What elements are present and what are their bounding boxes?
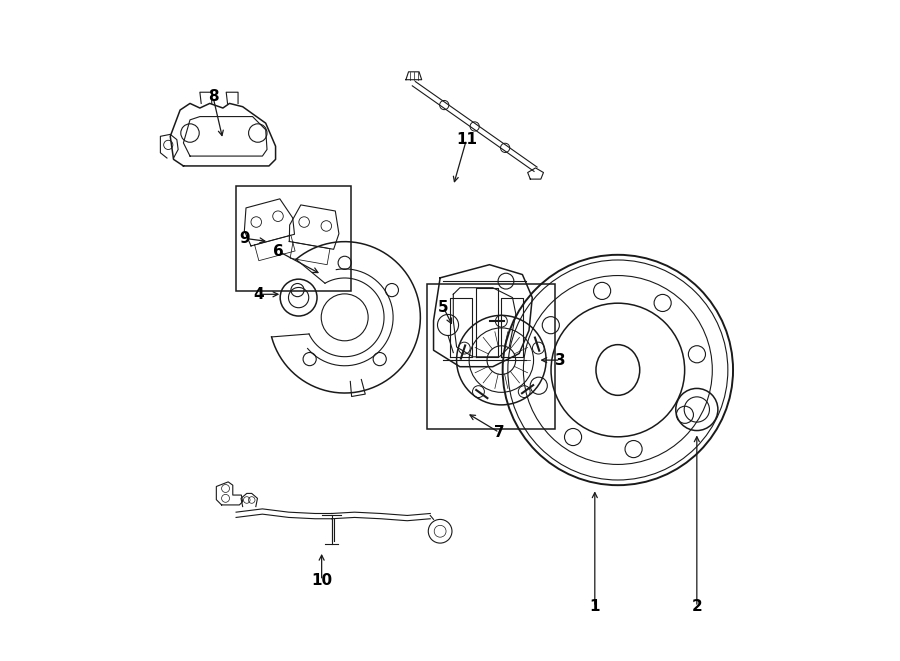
Text: 1: 1 <box>590 600 600 615</box>
Text: 6: 6 <box>274 244 284 259</box>
Text: 10: 10 <box>311 573 332 588</box>
Text: 8: 8 <box>208 89 219 104</box>
Text: 11: 11 <box>456 132 477 147</box>
Bar <box>236 186 351 291</box>
Text: 3: 3 <box>555 352 566 368</box>
Text: 2: 2 <box>691 600 702 615</box>
Bar <box>427 284 555 429</box>
Text: 9: 9 <box>239 231 250 246</box>
Text: 5: 5 <box>438 300 449 315</box>
Text: 4: 4 <box>254 287 265 302</box>
Text: 7: 7 <box>494 425 505 440</box>
